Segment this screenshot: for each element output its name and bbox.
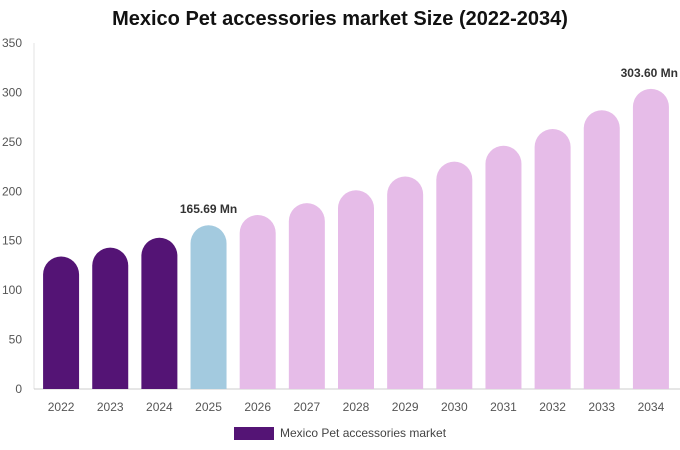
bar xyxy=(43,256,80,389)
x-tick-label: 2033 xyxy=(588,400,615,414)
bar xyxy=(632,88,669,389)
x-tick-label: 2029 xyxy=(392,400,419,414)
x-tick-label: 2024 xyxy=(146,400,173,414)
y-tick-label: 150 xyxy=(2,234,22,248)
x-tick-label: 2031 xyxy=(490,400,517,414)
y-tick-label: 300 xyxy=(2,85,22,99)
bar xyxy=(190,225,227,389)
x-tick-label: 2026 xyxy=(244,400,271,414)
data-label: 165.69 Mn xyxy=(180,202,237,216)
bar xyxy=(338,190,374,389)
bar xyxy=(92,247,129,389)
bar xyxy=(534,129,571,389)
y-tick-label: 350 xyxy=(2,36,22,50)
x-tick-label: 2022 xyxy=(48,400,75,414)
legend: Mexico Pet accessories market xyxy=(234,425,446,441)
y-tick-label: 0 xyxy=(15,382,22,396)
chart-title: Mexico Pet accessories market Size (2022… xyxy=(112,8,568,30)
bar xyxy=(436,161,473,389)
x-tick-label: 2034 xyxy=(638,400,665,414)
y-tick-label: 200 xyxy=(2,184,22,198)
x-tick-label: 2028 xyxy=(343,400,370,414)
bar xyxy=(583,110,620,390)
x-tick-label: 2025 xyxy=(195,400,222,414)
y-tick-label: 100 xyxy=(2,283,22,297)
legend-label: Mexico Pet accessories market xyxy=(280,426,447,440)
x-tick-label: 2023 xyxy=(97,400,124,414)
bar xyxy=(387,176,424,389)
bar xyxy=(239,215,276,389)
x-tick-label: 2032 xyxy=(539,400,566,414)
data-label: 303.60 Mn xyxy=(621,66,678,80)
y-tick-label: 50 xyxy=(9,333,23,347)
y-tick-label: 250 xyxy=(2,135,22,149)
bar xyxy=(141,237,178,389)
x-tick-label: 2030 xyxy=(441,400,468,414)
x-tick-label: 2027 xyxy=(293,400,320,414)
legend-swatch xyxy=(234,426,274,440)
bar xyxy=(485,145,522,389)
bar xyxy=(288,203,325,389)
